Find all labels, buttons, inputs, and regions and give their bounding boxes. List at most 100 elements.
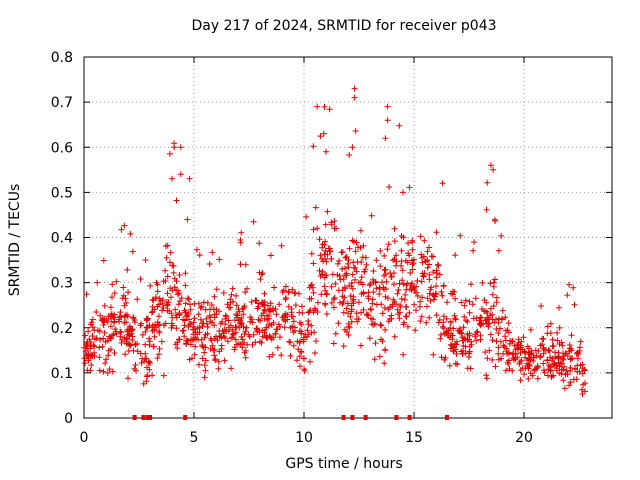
data-point: [167, 249, 174, 256]
data-point: [289, 313, 296, 320]
zero-marker: [363, 415, 368, 420]
data-point: [544, 372, 551, 379]
data-point: [117, 328, 124, 335]
data-point: [474, 328, 481, 335]
data-point: [547, 354, 554, 361]
data-point: [231, 346, 238, 353]
data-point: [310, 289, 317, 296]
data-point: [238, 320, 245, 327]
data-point: [353, 268, 360, 275]
data-point: [502, 314, 509, 321]
data-point: [390, 257, 397, 264]
data-point: [117, 333, 124, 340]
data-point: [323, 290, 330, 297]
data-point: [484, 179, 491, 186]
data-point: [117, 309, 124, 316]
data-point: [459, 337, 466, 344]
data-point: [109, 281, 116, 288]
data-point: [82, 332, 89, 339]
x-tick-label: 20: [515, 430, 533, 446]
data-point: [162, 320, 169, 327]
data-point: [335, 320, 342, 327]
data-point: [420, 273, 427, 280]
data-point: [179, 328, 186, 334]
data-point: [334, 260, 341, 267]
data-point: [204, 320, 210, 327]
data-point: [390, 296, 397, 303]
data-point: [522, 354, 529, 361]
data-point: [261, 290, 268, 297]
data-point: [207, 345, 214, 352]
data-point: [332, 330, 339, 337]
data-point: [125, 331, 132, 338]
data-point: [109, 368, 116, 375]
data-point: [526, 345, 532, 352]
data-point: [204, 299, 211, 306]
data-point: [213, 311, 220, 318]
data-point: [346, 324, 353, 331]
data-point: [286, 338, 293, 345]
data-point: [122, 351, 129, 358]
data-point: [576, 368, 583, 375]
chart-title: Day 217 of 2024, SRMTID for receiver p04…: [191, 18, 497, 34]
data-point: [211, 314, 218, 321]
data-point: [559, 355, 566, 362]
data-point: [468, 281, 474, 288]
zero-marker: [394, 415, 399, 420]
data-point: [137, 322, 144, 329]
data-point: [436, 271, 443, 278]
data-point: [279, 314, 286, 321]
data-point: [224, 338, 231, 345]
data-point: [107, 312, 114, 319]
data-point: [111, 318, 117, 325]
x-tick-label: 10: [295, 430, 313, 446]
data-point: [331, 218, 338, 225]
data-point: [426, 290, 433, 297]
data-point: [390, 270, 397, 277]
data-point: [433, 267, 440, 274]
data-point: [209, 249, 216, 256]
data-point: [527, 326, 534, 333]
data-point: [142, 257, 149, 264]
x-tick-label: 15: [405, 430, 423, 446]
data-point: [462, 336, 469, 343]
data-point: [113, 278, 120, 285]
data-point: [109, 294, 115, 301]
data-point: [323, 148, 329, 155]
data-point: [424, 303, 430, 310]
data-point: [385, 295, 391, 302]
data-point: [192, 343, 199, 350]
data-point: [211, 293, 218, 300]
data-point: [381, 305, 388, 311]
data-point: [291, 290, 298, 297]
data-point: [549, 336, 556, 343]
data-point: [121, 302, 128, 309]
data-point: [551, 361, 557, 368]
data-point: [81, 344, 88, 351]
data-point: [318, 271, 325, 278]
data-point: [332, 280, 339, 287]
data-point: [129, 248, 136, 255]
data-point: [394, 290, 401, 297]
zero-marker: [350, 415, 355, 420]
data-point: [283, 294, 289, 301]
data-point: [530, 354, 537, 361]
data-point: [384, 117, 391, 124]
data-point: [208, 302, 215, 308]
zero-marker: [445, 415, 449, 420]
data-point: [233, 302, 240, 309]
data-point: [503, 367, 509, 374]
data-point: [551, 360, 558, 367]
data-point: [287, 352, 294, 359]
data-point: [345, 320, 352, 327]
data-point: [566, 342, 573, 348]
data-point: [349, 144, 356, 151]
data-point: [154, 281, 161, 288]
data-point: [313, 338, 319, 345]
data-point: [167, 259, 173, 266]
data-point: [272, 330, 279, 337]
data-point: [381, 360, 388, 367]
data-point: [201, 349, 208, 356]
data-point: [225, 324, 232, 331]
data-point: [417, 318, 424, 324]
